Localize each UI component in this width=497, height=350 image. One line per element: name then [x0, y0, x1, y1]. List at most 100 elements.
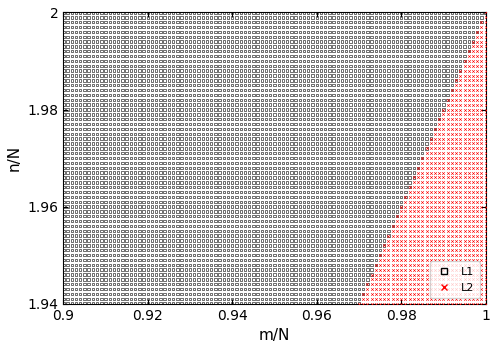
L1	[72, 252, 80, 258]
L1	[359, 97, 367, 103]
L1	[97, 199, 105, 204]
L1	[220, 92, 228, 98]
L1	[148, 238, 156, 243]
L1	[275, 238, 283, 243]
L1	[342, 170, 350, 175]
L1	[81, 48, 88, 54]
L1	[414, 112, 422, 117]
L1	[266, 141, 274, 146]
L1	[249, 189, 257, 195]
L1	[402, 53, 410, 59]
L1	[262, 204, 270, 209]
L1	[287, 44, 295, 49]
L1	[469, 24, 477, 30]
L1	[152, 78, 160, 83]
L2	[448, 257, 456, 263]
L1	[346, 238, 354, 243]
L2	[448, 107, 456, 112]
L1	[372, 131, 380, 136]
L2	[444, 180, 452, 185]
L1	[456, 34, 464, 40]
L1	[258, 10, 266, 15]
L1	[110, 228, 118, 234]
L1	[177, 146, 185, 151]
L1	[253, 165, 261, 170]
L1	[292, 155, 300, 161]
L1	[296, 150, 304, 156]
L1	[309, 296, 317, 302]
L1	[228, 83, 236, 88]
L1	[157, 223, 165, 229]
L1	[376, 209, 384, 214]
L1	[161, 34, 168, 40]
L1	[363, 68, 371, 74]
L1	[355, 73, 363, 78]
L1	[406, 131, 414, 136]
L1	[342, 150, 350, 156]
L1	[203, 238, 211, 243]
L2	[448, 112, 456, 117]
L2	[414, 243, 422, 248]
L1	[393, 194, 401, 199]
L1	[334, 247, 342, 253]
L1	[253, 233, 261, 238]
L1	[380, 126, 388, 132]
L1	[270, 209, 278, 214]
L1	[186, 296, 194, 302]
L1	[279, 78, 287, 83]
L1	[300, 44, 308, 49]
L1	[313, 184, 321, 190]
L1	[334, 214, 342, 219]
L1	[368, 257, 376, 263]
L1	[199, 87, 207, 93]
L1	[309, 39, 317, 44]
L1	[317, 63, 325, 69]
L1	[313, 243, 321, 248]
L1	[173, 44, 181, 49]
L2	[385, 262, 393, 268]
L1	[148, 97, 156, 103]
L1	[101, 136, 109, 141]
L2	[482, 291, 490, 297]
L1	[245, 141, 253, 146]
L1	[292, 10, 300, 15]
L1	[76, 34, 84, 40]
L1	[68, 34, 76, 40]
L1	[389, 175, 397, 180]
L2	[465, 87, 473, 93]
L1	[402, 170, 410, 175]
L1	[186, 19, 194, 25]
L1	[84, 199, 92, 204]
L1	[456, 19, 464, 25]
L1	[292, 24, 300, 30]
L1	[148, 243, 156, 248]
L2	[461, 296, 469, 302]
L1	[266, 223, 274, 229]
L1	[334, 117, 342, 122]
L1	[304, 175, 312, 180]
L1	[435, 68, 443, 74]
L2	[422, 199, 430, 204]
L2	[444, 286, 452, 292]
L1	[165, 24, 173, 30]
L1	[152, 63, 160, 69]
L2	[482, 218, 490, 224]
L1	[321, 291, 329, 297]
L2	[385, 257, 393, 263]
L1	[123, 117, 131, 122]
L1	[123, 214, 131, 219]
L1	[380, 209, 388, 214]
L1	[81, 92, 88, 98]
L2	[478, 247, 486, 253]
L1	[389, 68, 397, 74]
L1	[359, 267, 367, 272]
L1	[177, 243, 185, 248]
L1	[376, 189, 384, 195]
L1	[127, 48, 135, 54]
L1	[228, 218, 236, 224]
L1	[245, 184, 253, 190]
L1	[177, 218, 185, 224]
L2	[402, 281, 410, 287]
L1	[224, 272, 232, 277]
L2	[444, 257, 452, 263]
